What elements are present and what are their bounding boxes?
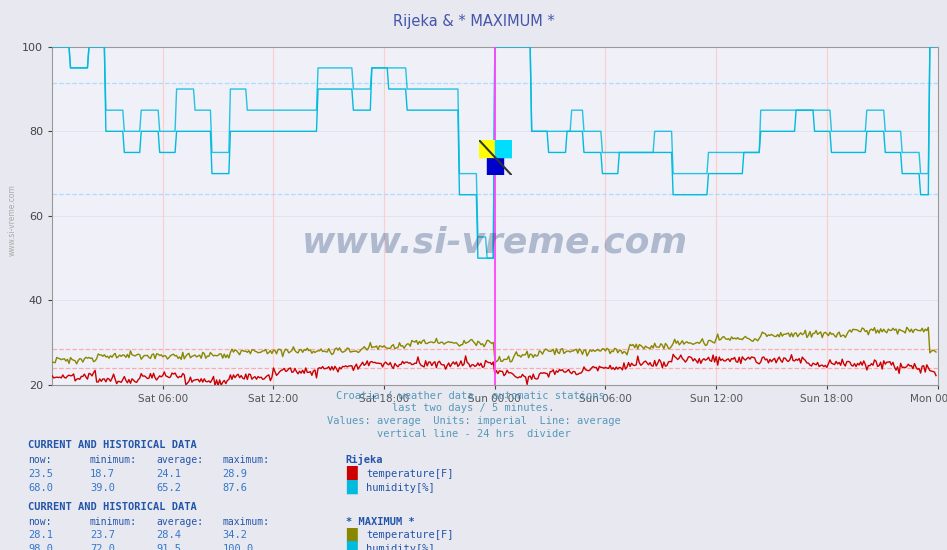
Text: 28.4: 28.4 xyxy=(156,530,181,541)
Text: █: █ xyxy=(346,541,356,550)
Text: 91.5: 91.5 xyxy=(156,544,181,550)
Text: 98.0: 98.0 xyxy=(28,544,53,550)
Text: Rijeka & * MAXIMUM *: Rijeka & * MAXIMUM * xyxy=(393,14,554,29)
Text: average:: average: xyxy=(156,516,204,527)
Text: minimum:: minimum: xyxy=(90,516,137,527)
Text: now:: now: xyxy=(28,455,52,465)
Text: www.si-vreme.com: www.si-vreme.com xyxy=(8,184,17,256)
Text: 23.7: 23.7 xyxy=(90,530,115,541)
Text: 87.6: 87.6 xyxy=(223,482,247,493)
Text: humidity[%]: humidity[%] xyxy=(366,482,436,493)
Text: vertical line - 24 hrs  divider: vertical line - 24 hrs divider xyxy=(377,428,570,439)
Text: maximum:: maximum: xyxy=(223,516,270,527)
Text: average:: average: xyxy=(156,455,204,465)
Text: now:: now: xyxy=(28,516,52,527)
Text: humidity[%]: humidity[%] xyxy=(366,544,436,550)
Polygon shape xyxy=(478,140,495,157)
Text: temperature[F]: temperature[F] xyxy=(366,469,454,479)
Text: █: █ xyxy=(346,527,356,542)
Text: www.si-vreme.com: www.si-vreme.com xyxy=(302,226,688,260)
Text: █: █ xyxy=(346,480,356,494)
Text: Values: average  Units: imperial  Line: average: Values: average Units: imperial Line: av… xyxy=(327,416,620,426)
Bar xyxy=(478,140,495,157)
Text: 23.5: 23.5 xyxy=(28,469,53,479)
Text: maximum:: maximum: xyxy=(223,455,270,465)
Text: 28.9: 28.9 xyxy=(223,469,247,479)
Text: 18.7: 18.7 xyxy=(90,469,115,479)
Text: 72.0: 72.0 xyxy=(90,544,115,550)
Text: 68.0: 68.0 xyxy=(28,482,53,493)
Text: CURRENT AND HISTORICAL DATA: CURRENT AND HISTORICAL DATA xyxy=(28,502,197,512)
Bar xyxy=(487,157,504,175)
Text: 28.1: 28.1 xyxy=(28,530,53,541)
Text: minimum:: minimum: xyxy=(90,455,137,465)
Text: 65.2: 65.2 xyxy=(156,482,181,493)
Text: █: █ xyxy=(346,466,356,480)
Text: Croatia / weather data - automatic stations.: Croatia / weather data - automatic stati… xyxy=(336,390,611,401)
Text: 24.1: 24.1 xyxy=(156,469,181,479)
Text: last two days / 5 minutes.: last two days / 5 minutes. xyxy=(392,403,555,414)
Text: 39.0: 39.0 xyxy=(90,482,115,493)
Bar xyxy=(495,140,511,157)
Text: * MAXIMUM *: * MAXIMUM * xyxy=(346,516,415,527)
Text: 100.0: 100.0 xyxy=(223,544,254,550)
Text: CURRENT AND HISTORICAL DATA: CURRENT AND HISTORICAL DATA xyxy=(28,440,197,450)
Polygon shape xyxy=(495,140,511,157)
Text: temperature[F]: temperature[F] xyxy=(366,530,454,541)
Text: Rijeka: Rijeka xyxy=(346,454,384,465)
Text: 34.2: 34.2 xyxy=(223,530,247,541)
